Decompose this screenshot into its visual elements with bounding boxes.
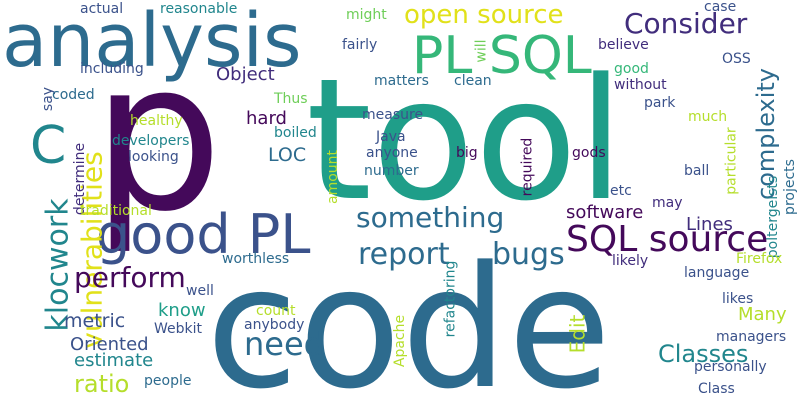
word-may: may (652, 195, 683, 211)
word-people: people (144, 373, 192, 389)
word-required: required (519, 137, 536, 197)
word-poltergeists: poltergeists (765, 175, 782, 259)
word-clean: clean (454, 73, 492, 89)
word-oss: OSS (722, 51, 751, 67)
word-many: Many (738, 304, 787, 325)
word-lines: Lines (686, 214, 733, 235)
word-particular: particular (723, 127, 740, 195)
word-anyone: anyone (366, 145, 418, 161)
word-apache: Apache (392, 314, 409, 368)
word-likely: likely (612, 253, 649, 269)
word-actual: actual (80, 1, 124, 17)
word-refactoring: refactoring (442, 260, 459, 338)
word-developers: developers (112, 133, 190, 149)
word-oriented: Oriented (70, 334, 149, 355)
word-open-source: open source (404, 0, 564, 30)
word-class: Class (698, 381, 735, 397)
word-big: big (456, 145, 478, 161)
word-loc: LOC (268, 144, 307, 166)
word-software: software (566, 202, 644, 223)
word-report: report (358, 237, 450, 272)
word-projects: projects (781, 159, 798, 215)
word-metric: metric (64, 310, 126, 332)
word-count: count (256, 303, 296, 319)
word-including: including (80, 61, 144, 77)
word-pl-sql: PL SQL (412, 26, 592, 86)
word-likes: likes (722, 291, 754, 307)
word-case: case (704, 0, 737, 15)
word-need: need (244, 325, 324, 363)
word-amount: amount (325, 149, 342, 205)
word-coded: coded (52, 87, 95, 103)
word-classes: Classes (658, 340, 749, 368)
word-will: will (473, 39, 490, 63)
word-estimate: estimate (74, 350, 154, 371)
word-matters: matters (374, 73, 429, 89)
word-number: number (364, 163, 419, 179)
word-traditional: traditional (80, 203, 152, 219)
word-consider: Consider (624, 7, 748, 40)
word-reasonable: reasonable (160, 1, 238, 17)
word-gods: gods (572, 145, 606, 161)
word-ball: ball (684, 163, 710, 179)
word-language: language (684, 265, 750, 281)
word-worthless: worthless (222, 251, 290, 267)
word-analysis: analysis (2, 0, 302, 84)
word-p: p (92, 17, 223, 257)
word-much: much (688, 109, 728, 125)
word-anybody: anybody (244, 317, 305, 333)
word-looking: looking (128, 149, 179, 165)
word-webkit: Webkit (154, 321, 203, 337)
word-believe: believe (598, 37, 649, 53)
word-good-pl: good PL (96, 203, 311, 266)
word-code: code (206, 230, 612, 400)
word-might: might (346, 7, 387, 23)
word-fairly: fairly (342, 37, 378, 53)
word-object: Object (216, 64, 275, 85)
word-etc: etc (610, 183, 632, 199)
word-ratio: ratio (74, 370, 130, 398)
word-perform: perform (74, 261, 186, 294)
word-java: Java (376, 129, 406, 145)
word-good: good (614, 61, 649, 77)
word-know: know (158, 300, 206, 321)
word-hard: hard (246, 108, 287, 129)
word-healthy: healthy (130, 113, 183, 129)
word-without: without (614, 77, 667, 93)
word-measure: measure (362, 107, 424, 123)
word-c: C (30, 116, 67, 176)
word-managers: managers (716, 329, 787, 345)
word-sql-source: SQL source (566, 219, 769, 260)
word-well: well (186, 283, 214, 299)
word-something: something (356, 201, 505, 234)
word-edit: Edit (565, 314, 590, 354)
word-park: park (644, 95, 676, 111)
word-bugs: bugs (492, 237, 565, 272)
word-thus: Thus (274, 91, 308, 107)
word-personally: personally (694, 359, 767, 375)
word-tool: tool (306, 42, 625, 238)
word-firefox: Firefox (736, 251, 783, 267)
word-boiled: boiled (274, 125, 317, 141)
